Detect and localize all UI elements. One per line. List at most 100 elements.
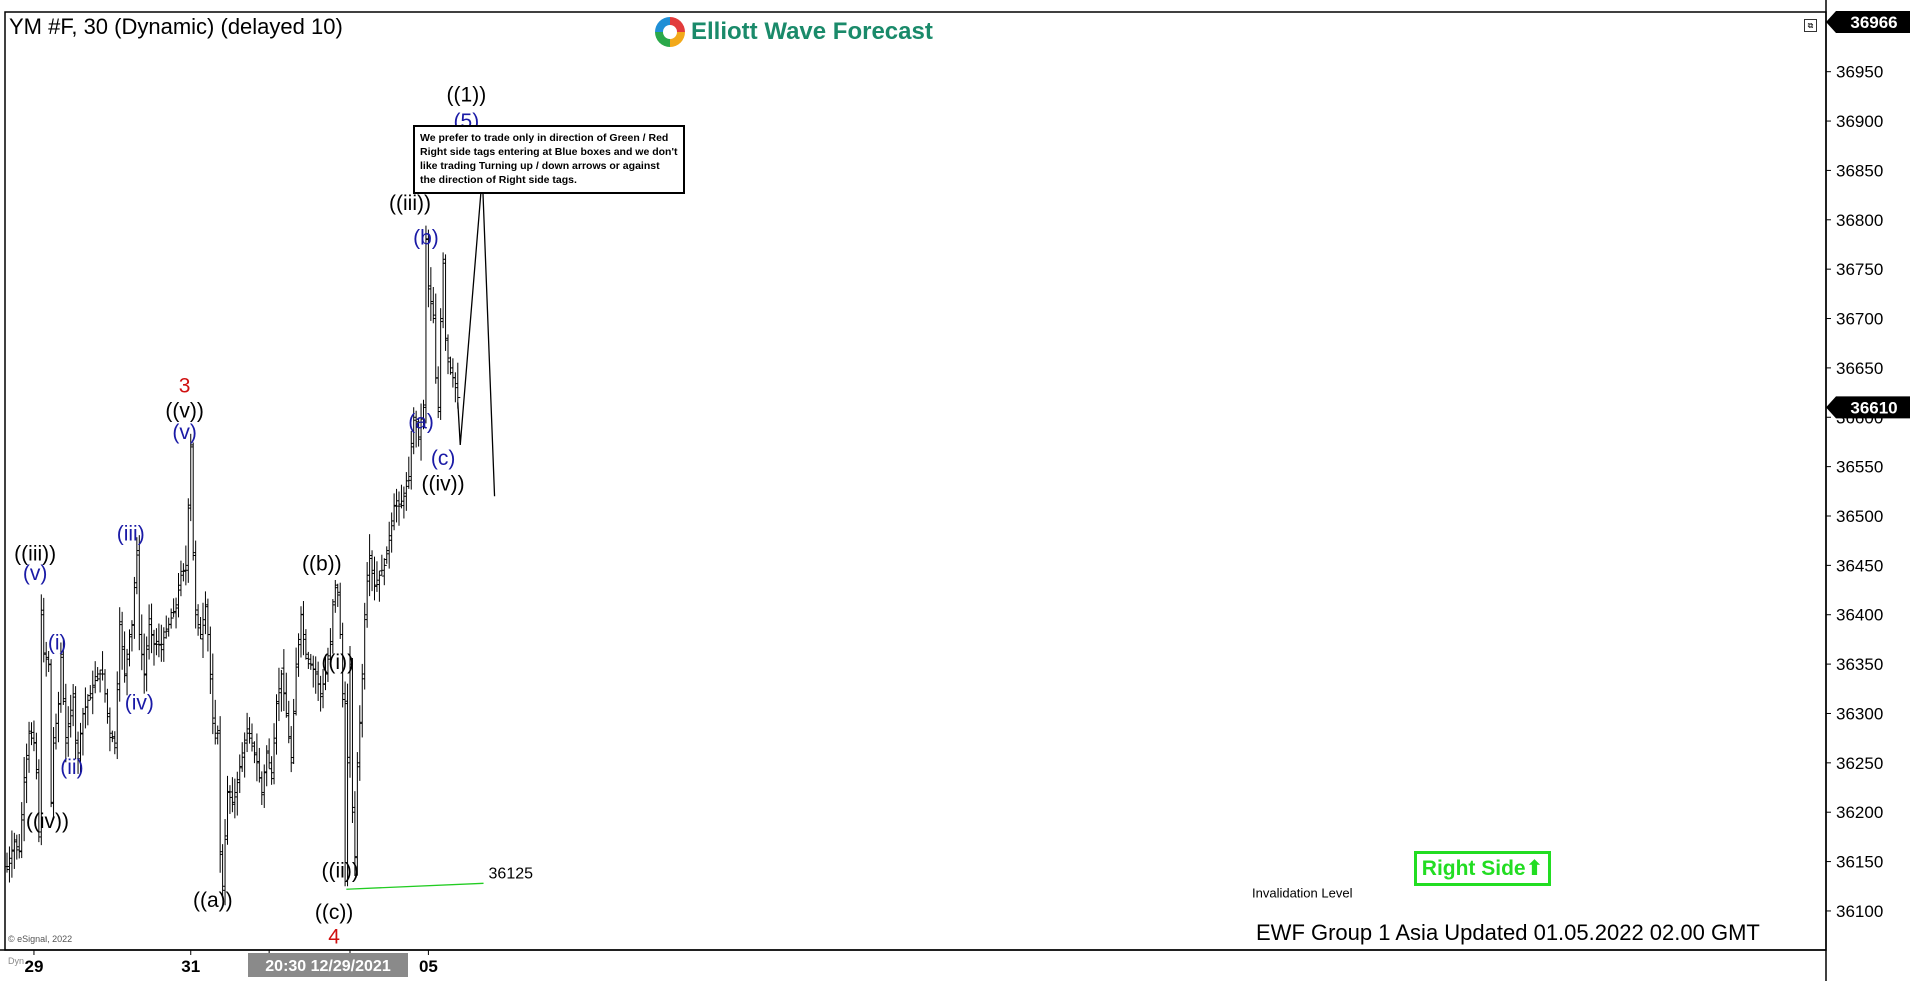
ohlc-bar (33, 732, 39, 780)
y-tick-label: 36100 (1836, 902, 1883, 921)
y-tick-label: 36750 (1836, 260, 1883, 279)
wave-label: (i) (48, 631, 67, 654)
x-tick-label: 31 (181, 957, 200, 976)
ohlc-bar (438, 308, 444, 420)
ohlc-bar (190, 442, 196, 561)
wave-label: 4 (328, 926, 340, 949)
ohlc-bar (217, 716, 223, 873)
ohlc-bar (119, 611, 125, 670)
ohlc-bar (65, 706, 71, 757)
ohlc-bar (139, 614, 145, 671)
logo-icon (655, 17, 685, 47)
ohlc-bar (234, 771, 240, 816)
plot-area: Invalidation Level 36125 ((iii))(v) ((iv)) (… (4, 83, 1353, 949)
ohlc-bar (335, 583, 341, 607)
ohlc-bar (107, 707, 113, 752)
logo: Elliott Wave Forecast (655, 17, 933, 47)
ohlc-bar (244, 712, 250, 753)
y-tick-label: 36400 (1836, 606, 1883, 625)
ohlc-bar (254, 733, 260, 782)
wave-label: (c) (431, 447, 456, 470)
ohlc-bar (180, 563, 186, 582)
ohlc-bar (406, 456, 412, 489)
ohlc-bar (433, 293, 439, 384)
ohlc-bar (80, 707, 86, 756)
ohlc-bar (146, 604, 152, 660)
ohlc-bar (394, 488, 400, 523)
ohlc-bar (16, 834, 22, 859)
ohlc-bar (173, 597, 179, 629)
invalidation-label: Invalidation Level (1252, 885, 1353, 900)
x-tick-label: 05 (419, 957, 438, 976)
ohlc-bar (452, 372, 458, 403)
ohlc-bar (259, 771, 265, 805)
ohlc-bar (97, 669, 103, 693)
ohlc-bar (303, 629, 309, 660)
ohlc-bar (171, 598, 177, 618)
y-tick-label: 36850 (1836, 161, 1883, 180)
y-tick-label: 36350 (1836, 655, 1883, 674)
logo-text: Elliott Wave Forecast (691, 18, 933, 45)
ohlc-bar (198, 617, 204, 640)
ohlc-bar (300, 601, 306, 656)
ohlc-bar (269, 756, 275, 785)
ohlc-bar (100, 651, 106, 681)
ohlc-bar (55, 691, 61, 743)
y-tick-label: 36950 (1836, 63, 1883, 82)
y-tick-label: 36200 (1836, 803, 1883, 822)
ohlc-bar (151, 629, 157, 666)
ohlc-bar (205, 598, 211, 652)
ohlc-bar (70, 684, 76, 727)
wave-label: ((iv)) (26, 810, 69, 833)
ohlc-bar (342, 681, 348, 887)
ohlc-bar (185, 498, 191, 583)
wave-label: (a) (408, 410, 434, 433)
ohlc-bar (398, 484, 404, 509)
ohlc-bar (372, 556, 377, 601)
ohlc-bar (330, 599, 336, 654)
y-tick-label: 36650 (1836, 359, 1883, 378)
ohlc-bar (19, 802, 25, 859)
ohlc-bar (122, 631, 128, 683)
y-tick-label: 36800 (1836, 211, 1883, 230)
ohlc-bar (396, 491, 402, 526)
ohlc-bar (158, 624, 164, 662)
ohlc-bar (210, 653, 216, 735)
ohlc-bar (276, 667, 282, 722)
ohlc-bar (51, 727, 57, 819)
ohlc-bar (242, 732, 248, 778)
wave-label: ((a)) (193, 889, 233, 912)
window-restore-icon[interactable]: ⧉ (1804, 19, 1817, 32)
ohlc-bar (359, 663, 365, 738)
wave-label: ((iii)) (14, 542, 56, 565)
ohlc-bar (200, 602, 206, 658)
ohlc-bar (403, 472, 409, 511)
ohlc-bar (112, 731, 118, 755)
ohlc-bar (332, 579, 338, 613)
ohlc-bar (337, 582, 343, 639)
last-price-tag-text: 36610 (1850, 398, 1897, 417)
wave-label: ((1)) (447, 83, 487, 106)
ohlc-bar (381, 558, 387, 586)
copyright: © eSignal, 2022 (8, 934, 73, 944)
ohlc-bar (38, 594, 44, 846)
ohlc-bar (386, 521, 392, 569)
ohlc-bar (357, 705, 363, 781)
y-tick-label: 36150 (1836, 853, 1883, 872)
invalidation-value: 36125 (489, 865, 534, 882)
ohlc-bar (362, 602, 368, 690)
y-tick-label: 36250 (1836, 754, 1883, 773)
top-price-tag: 36966 (1826, 11, 1910, 33)
ohlc-bar (384, 546, 390, 564)
ohlc-bar (48, 659, 54, 808)
ohlc-bar (445, 334, 451, 375)
ohlc-bars (4, 225, 461, 906)
ohlc-bar (261, 764, 267, 808)
ohlc-bar (379, 554, 385, 575)
ohlc-bar (6, 846, 12, 883)
ohlc-bar (134, 537, 140, 595)
wave-label: (v) (23, 562, 48, 585)
ohlc-bar (389, 512, 395, 553)
